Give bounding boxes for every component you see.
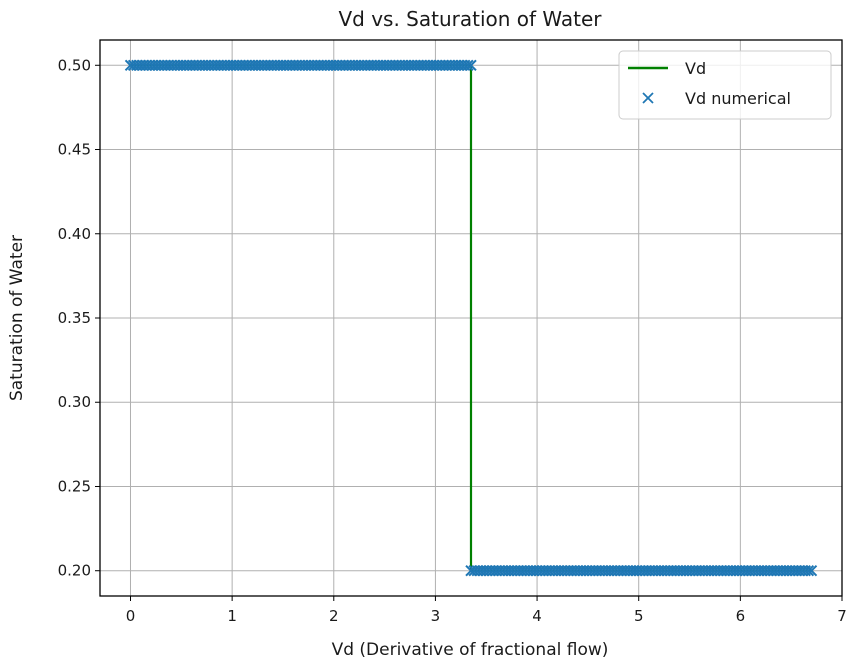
data-point-marker bbox=[802, 565, 815, 577]
x-tick-label: 5 bbox=[634, 607, 644, 625]
data-point-marker bbox=[465, 59, 477, 71]
data-point-marker bbox=[462, 59, 474, 71]
series-markers-vd-numerical bbox=[124, 59, 818, 577]
legend: Vd Vd numerical bbox=[618, 50, 832, 120]
y-tick-label: 0.20 bbox=[58, 562, 91, 580]
y-axis-label: Saturation of Water bbox=[7, 235, 27, 401]
x-tick-label: 7 bbox=[837, 607, 847, 625]
x-axis-label: Vd (Derivative of fractional flow) bbox=[332, 640, 609, 660]
x-tick-label: 4 bbox=[532, 607, 542, 625]
y-tick-label: 0.45 bbox=[58, 141, 91, 159]
y-tick-label: 0.40 bbox=[58, 225, 91, 243]
series-line-vd bbox=[130, 64, 812, 572]
y-tick-label: 0.30 bbox=[58, 393, 91, 411]
chart-title: Vd vs. Saturation of Water bbox=[338, 7, 602, 31]
data-point-marker bbox=[805, 565, 818, 577]
x-tick-label: 2 bbox=[329, 607, 339, 625]
legend-box bbox=[618, 50, 832, 120]
x-tick-label: 3 bbox=[431, 607, 441, 625]
x-tick-label: 6 bbox=[736, 607, 746, 625]
legend-label-vd-numerical: Vd numerical bbox=[685, 89, 791, 108]
axis-ticks: 0 1 2 3 4 5 6 7 0.20 0.25 0.30 0.35 0.40 0.45 0.50 bbox=[58, 56, 847, 625]
legend-label-vd: Vd bbox=[685, 59, 706, 78]
y-tick-label: 0.50 bbox=[58, 56, 91, 74]
legend-marker-swatch bbox=[642, 92, 654, 104]
x-tick-label: 1 bbox=[227, 607, 237, 625]
x-tick-label: 0 bbox=[126, 607, 136, 625]
y-tick-label: 0.25 bbox=[58, 477, 91, 495]
y-tick-label: 0.35 bbox=[58, 309, 91, 327]
plot-series bbox=[124, 59, 818, 577]
